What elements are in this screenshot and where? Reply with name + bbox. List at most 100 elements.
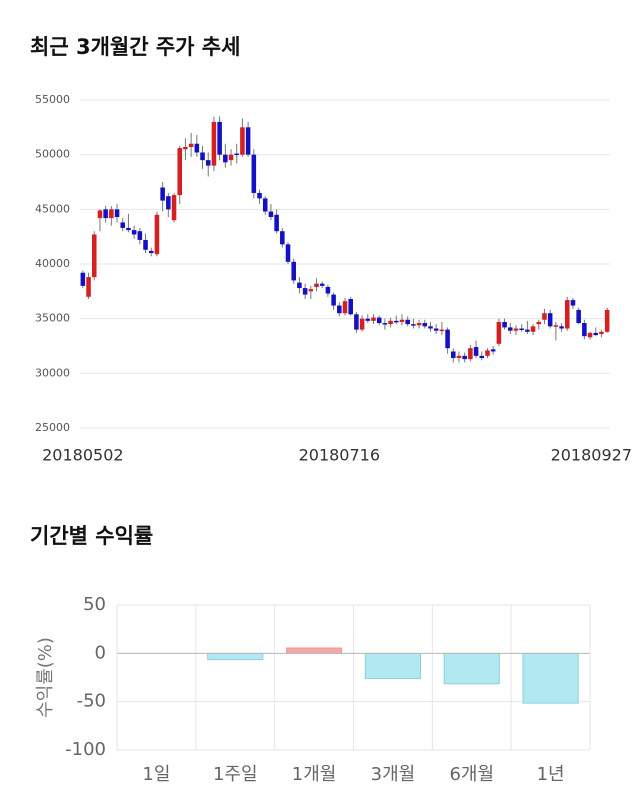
candle-body	[456, 355, 462, 359]
candle-body	[126, 227, 131, 231]
candle-body	[285, 244, 291, 262]
candle-body	[337, 305, 342, 314]
candle-body	[473, 347, 479, 356]
candle-body	[331, 294, 336, 306]
candle-body	[405, 319, 410, 325]
candle-body	[188, 143, 194, 148]
candle-body	[382, 323, 388, 325]
candle-body	[348, 298, 353, 315]
candle-body	[177, 148, 183, 196]
bar	[522, 652, 579, 704]
candle-body	[468, 348, 473, 360]
candle-body	[228, 154, 234, 161]
y-tick-label: 25000	[35, 421, 70, 434]
candle-body	[314, 283, 319, 287]
candle-body	[80, 272, 86, 286]
candle-body	[325, 286, 331, 294]
candle-body	[166, 196, 171, 210]
candle-body	[439, 329, 445, 332]
x-tick-label: 20180502	[42, 446, 123, 465]
candle-body	[502, 321, 507, 328]
candle-body	[519, 328, 524, 331]
candle-body	[604, 309, 610, 332]
bar	[443, 652, 500, 685]
candle-body	[342, 301, 348, 314]
candle-body	[388, 320, 393, 325]
candle-body	[97, 210, 103, 219]
candle-body	[114, 209, 120, 217]
x-tick-label: 1주일	[213, 764, 258, 785]
y-tick-label: 50000	[35, 148, 70, 161]
candle-body	[251, 154, 257, 193]
candle-body	[160, 187, 165, 201]
candle-body	[319, 283, 325, 286]
x-tick-label: 1개월	[292, 764, 337, 785]
candle-body	[399, 319, 405, 322]
x-tick-label: 6개월	[449, 764, 494, 785]
chart-title: 기간별 수익률	[30, 524, 153, 548]
candle-body	[194, 143, 200, 153]
candle-body	[297, 282, 302, 289]
candle-body	[553, 325, 559, 327]
y-tick-label: 45000	[35, 202, 70, 215]
candle-body	[365, 318, 371, 321]
candle-body	[445, 329, 450, 349]
candle-body	[525, 329, 530, 332]
candle-body	[411, 324, 416, 326]
candle-body	[587, 332, 593, 338]
candle-body	[593, 332, 599, 336]
candle-body	[137, 231, 143, 240]
candle-body	[302, 288, 308, 295]
y-tick-label: 40000	[35, 257, 70, 270]
candle-body	[530, 326, 536, 332]
candle-body	[416, 323, 422, 326]
candle-body	[262, 198, 268, 212]
candle-body	[200, 152, 205, 161]
candle-body	[490, 349, 496, 352]
candle-body	[354, 314, 359, 330]
bar	[207, 652, 264, 661]
candle-body	[371, 317, 376, 321]
candle-body	[154, 214, 160, 255]
y-tick-label: 35000	[35, 312, 70, 325]
y-tick-label: -100	[65, 739, 106, 760]
candle-body	[542, 313, 547, 320]
candle-body	[507, 327, 513, 331]
candle-body	[496, 321, 502, 344]
y-tick-label: 50	[83, 594, 106, 615]
candle-body	[91, 234, 97, 278]
candle-body	[582, 323, 587, 337]
candle-body	[86, 277, 91, 297]
candle-body	[217, 121, 222, 155]
candle-body	[462, 355, 467, 360]
candle-body	[240, 127, 245, 155]
x-tick-label: 3개월	[371, 764, 416, 785]
y-axis-label: 수익률(%)	[35, 637, 56, 718]
candle-body	[171, 195, 177, 221]
candle-body	[103, 209, 108, 219]
candle-body	[359, 318, 365, 330]
candle-body	[376, 317, 382, 324]
candle-body	[120, 222, 126, 228]
bar	[364, 652, 422, 679]
candle-body	[485, 350, 490, 356]
candle-body	[547, 313, 553, 327]
x-tick-label: 20180716	[299, 446, 380, 465]
candle-body	[109, 209, 114, 219]
candle-body	[428, 326, 433, 329]
candle-body	[274, 214, 279, 232]
y-tick-label: 55000	[35, 93, 70, 106]
y-tick-label: 30000	[35, 366, 70, 379]
candle-body	[268, 211, 274, 217]
candle-body	[479, 355, 485, 359]
y-tick-label: -50	[77, 691, 106, 712]
candle-body	[245, 127, 251, 155]
candle-body	[536, 321, 542, 325]
candle-body	[559, 326, 564, 329]
candle-body	[422, 323, 428, 327]
x-tick-label: 1년	[537, 764, 565, 785]
candle-body	[570, 300, 576, 306]
candle-body	[433, 328, 439, 331]
